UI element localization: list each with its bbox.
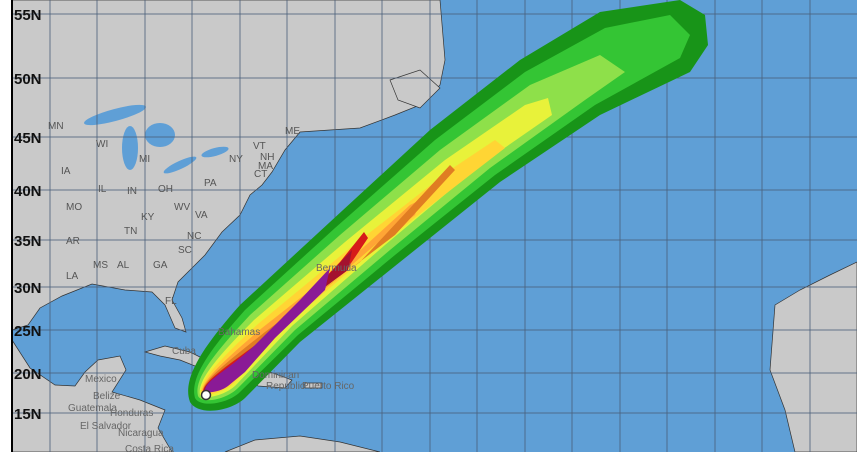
swath-band-10	[205, 268, 330, 393]
state-label: AR	[66, 236, 80, 247]
lat-label: 35N	[14, 233, 42, 250]
puerto-rico	[304, 382, 323, 389]
place-label: Republic	[266, 381, 305, 392]
state-label: MI	[139, 154, 150, 165]
state-label: LA	[66, 271, 79, 282]
place-labels: Mexico Belize Guatemala Honduras El Salv…	[68, 263, 357, 452]
state-label: TN	[124, 226, 137, 237]
storm-position-marker-icon	[200, 389, 212, 401]
state-label: WI	[96, 139, 108, 150]
state-label: NY	[229, 154, 243, 165]
state-label: NC	[187, 231, 201, 242]
lat-label: 40N	[14, 183, 42, 200]
state-label: MO	[66, 202, 82, 213]
state-label: VT	[253, 141, 266, 152]
state-label: AL	[117, 260, 130, 271]
latitude-labels: 55N 50N 45N 40N 35N 30N 25N 20N 15N	[14, 7, 42, 423]
state-label: FL	[165, 296, 177, 307]
state-label: MN	[48, 121, 64, 132]
state-label: IL	[98, 184, 107, 195]
state-label: MA	[258, 161, 273, 172]
place-label: Honduras	[110, 408, 153, 419]
central-america	[11, 338, 173, 452]
state-label: GA	[153, 260, 168, 271]
state-label: IN	[127, 186, 137, 197]
place-label: Puerto Rico	[302, 381, 355, 392]
state-label: CT	[254, 169, 267, 180]
place-label: Bermuda	[316, 263, 357, 274]
state-label: VA	[195, 210, 208, 221]
state-label: KY	[141, 212, 155, 223]
north-america	[11, 0, 446, 333]
place-label: El Salvador	[80, 421, 132, 432]
state-label: ME	[285, 126, 300, 137]
state-label: WV	[174, 202, 190, 213]
state-label: OH	[158, 184, 173, 195]
place-label: Belize	[93, 391, 121, 402]
place-label: Guatemala	[68, 403, 117, 414]
lat-label: 55N	[14, 7, 42, 24]
place-label: Cuba	[172, 346, 196, 357]
south-america	[224, 435, 381, 452]
state-label: MS	[93, 260, 108, 271]
state-label: NH	[260, 152, 274, 163]
place-label: Nicaragua	[118, 428, 164, 439]
place-label: Mexico	[85, 374, 117, 385]
lat-label: 30N	[14, 280, 42, 297]
state-labels: MN WI MI IA IL IN OH PA NY ME VT NH MA C…	[48, 121, 300, 307]
lat-label: 50N	[14, 71, 42, 88]
lat-label: 15N	[14, 406, 42, 423]
wind-probability-swath	[188, 0, 708, 411]
lat-label: 20N	[14, 366, 42, 383]
place-label: Costa Rica	[125, 444, 174, 452]
state-label: PA	[204, 178, 217, 189]
place-label: Dominican	[252, 370, 299, 381]
place-label: Bahamas	[218, 327, 260, 338]
left-margin	[0, 0, 12, 452]
state-label: SC	[178, 245, 192, 256]
lat-label: 45N	[14, 130, 42, 147]
state-label: IA	[61, 166, 71, 177]
lat-label: 25N	[14, 323, 42, 340]
